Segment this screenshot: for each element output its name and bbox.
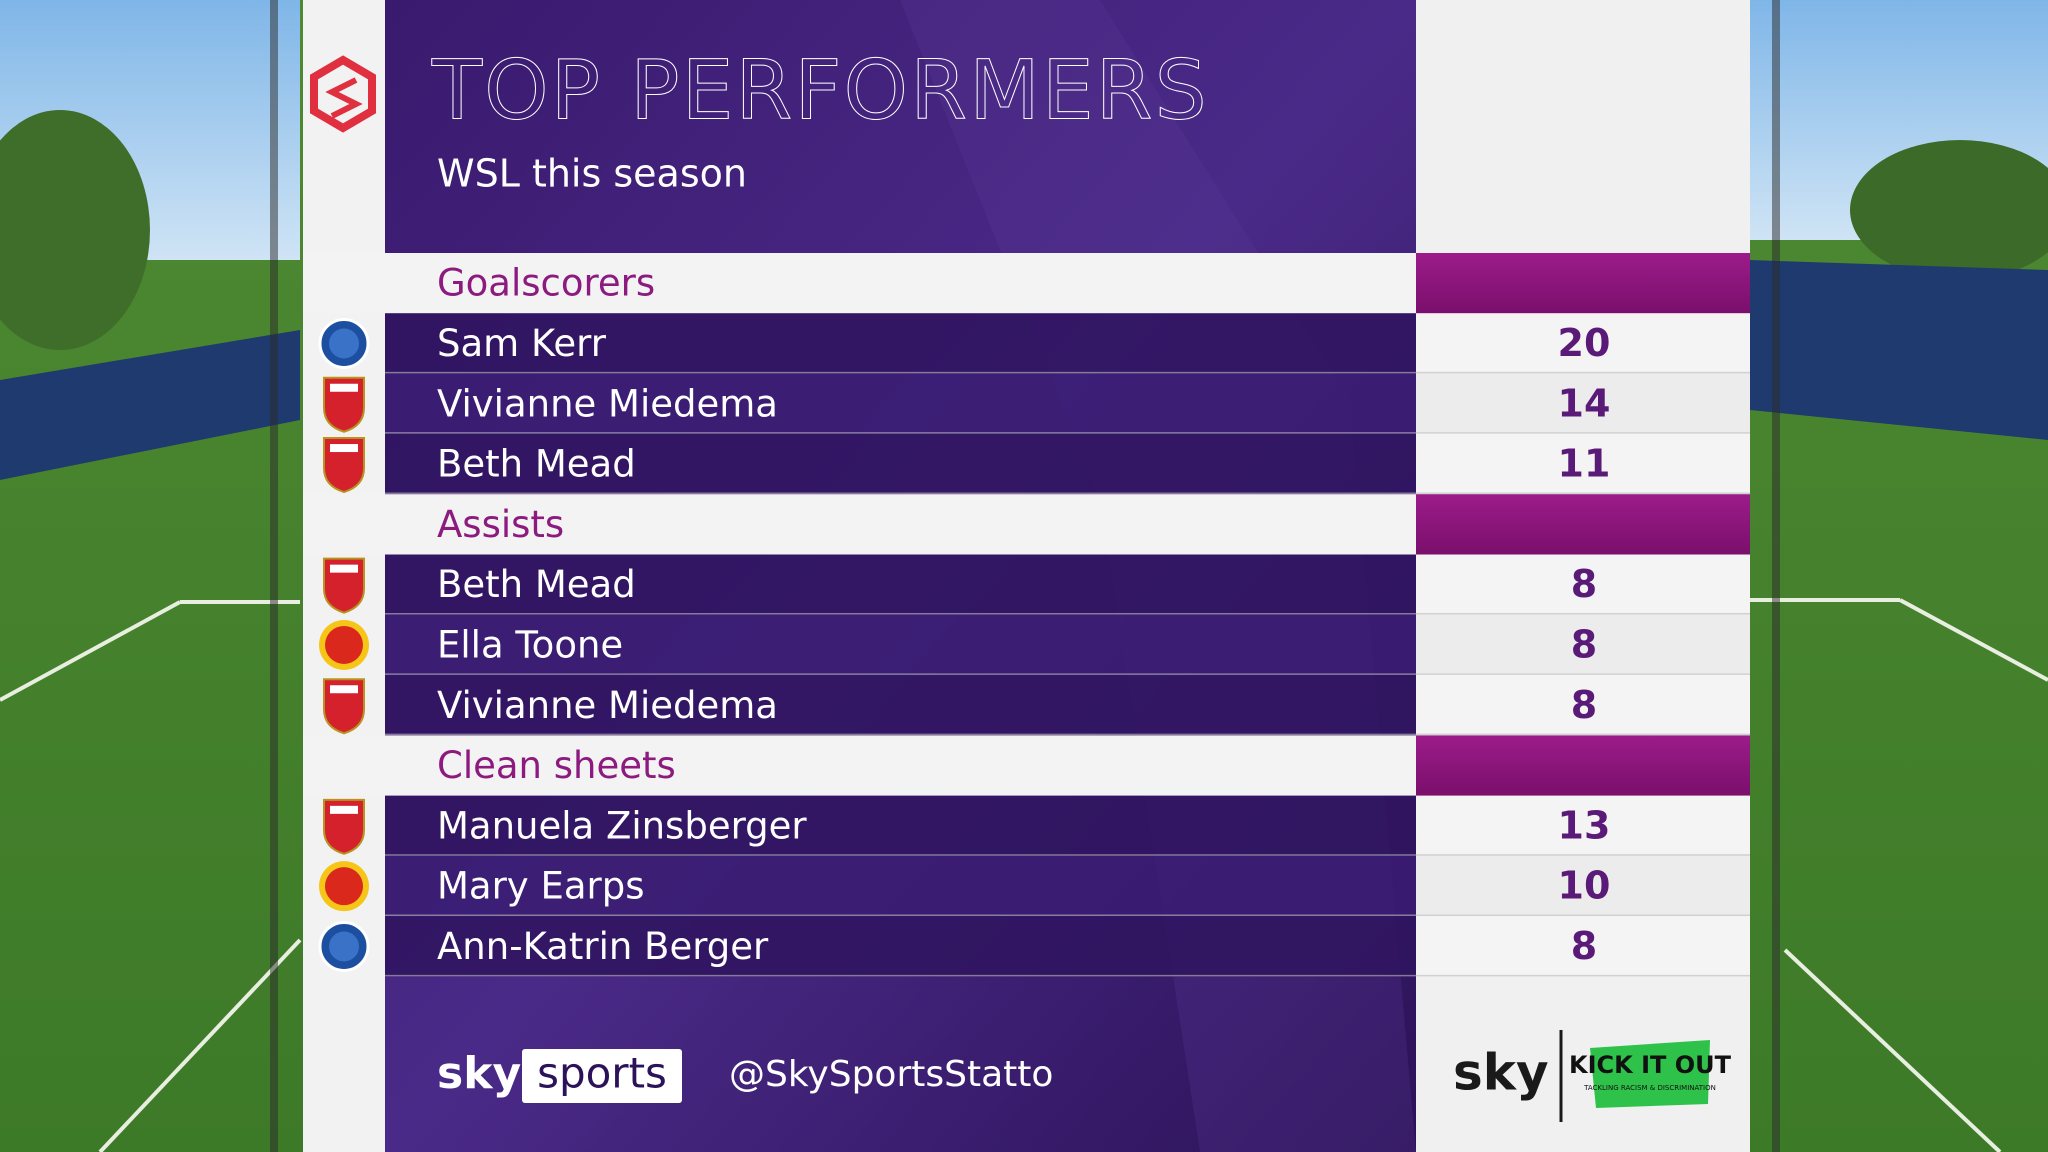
stand <box>1750 260 2048 440</box>
value-cell <box>1416 916 1750 975</box>
club-crest <box>325 867 363 906</box>
section-accent <box>1416 494 1750 555</box>
stat-value: 8 <box>1571 562 1597 606</box>
row-band <box>385 675 1416 736</box>
player-name: Sam Kerr <box>437 322 607 365</box>
value-cell <box>1416 373 1750 432</box>
handle: @SkySportsStatto <box>729 1054 1053 1095</box>
club-crest <box>329 328 359 359</box>
player-name: Mary Earps <box>437 865 645 908</box>
player-name: Vivianne Miedema <box>437 684 778 727</box>
stat-value: 14 <box>1558 381 1611 425</box>
value-cell <box>1416 856 1750 915</box>
trees <box>1850 140 2048 280</box>
row-band <box>385 856 1416 917</box>
stat-value: 10 <box>1558 864 1611 908</box>
kio-text: KICK IT OUT <box>1569 1051 1732 1079</box>
stat-value: 20 <box>1558 321 1611 365</box>
section-accent <box>1416 253 1750 314</box>
player-name: Beth Mead <box>437 443 636 486</box>
frame <box>1772 0 1780 1152</box>
club-crest <box>330 805 358 814</box>
sky-sports-sports: sports <box>537 1049 667 1098</box>
row-band <box>385 313 1416 374</box>
kio-tagline: TACKLING RACISM & DISCRIMINATION <box>1583 1084 1716 1092</box>
title: TOP PERFORMERS <box>431 43 1209 138</box>
club-crest <box>325 625 363 664</box>
section-accent <box>1416 735 1750 796</box>
sky-sports-sky: sky <box>437 1048 521 1099</box>
stat-value: 11 <box>1558 442 1611 486</box>
wsl-logo <box>310 55 376 133</box>
sports-box <box>522 1049 682 1103</box>
sky-logo: sky <box>1453 1044 1549 1102</box>
player-name: Vivianne Miedema <box>437 382 778 425</box>
player-name: Beth Mead <box>437 563 636 606</box>
club-crest <box>330 685 358 694</box>
value-cell <box>1416 313 1750 372</box>
section-title: Assists <box>437 503 564 546</box>
club-crest <box>330 444 358 453</box>
value-cell <box>1416 614 1750 674</box>
pitch-line <box>1899 598 2048 682</box>
row-band <box>385 614 1416 676</box>
trees <box>0 110 150 350</box>
club-crest <box>330 383 358 392</box>
club-crest <box>329 931 359 962</box>
section-row <box>303 253 1416 314</box>
value-cell <box>1416 795 1750 854</box>
stand <box>0 330 300 480</box>
kio-badge <box>1590 1040 1710 1108</box>
player-name: Manuela Zinsberger <box>437 804 807 847</box>
player-name: Ella Toone <box>437 623 623 666</box>
stat-value: 8 <box>1571 924 1597 968</box>
pitch-line <box>98 938 302 1152</box>
section-title: Goalscorers <box>437 262 655 305</box>
stat-value: 13 <box>1558 803 1611 847</box>
row-band <box>385 373 1416 434</box>
subtitle: WSL this season <box>437 152 747 196</box>
club-crest <box>330 564 358 573</box>
row-band <box>385 554 1416 615</box>
section-row <box>303 735 1416 796</box>
pitch-line <box>1783 948 2002 1152</box>
table: Goalscorers Sam Kerr 20 Vivianne Miedema 14 B… <box>303 253 1750 977</box>
frame <box>270 0 278 1152</box>
stat-value: 8 <box>1571 622 1597 666</box>
row-band <box>385 916 1416 977</box>
value-cell <box>1416 554 1750 613</box>
row-band <box>385 433 1416 495</box>
section-title: Clean sheets <box>437 744 676 787</box>
section-row <box>303 494 1416 555</box>
row-band <box>385 795 1416 856</box>
value-cell <box>1416 675 1750 734</box>
stat-value: 8 <box>1571 683 1597 727</box>
value-cell <box>1416 433 1750 493</box>
pitch-line <box>0 600 181 702</box>
player-name: Ann-Katrin Berger <box>437 925 769 968</box>
